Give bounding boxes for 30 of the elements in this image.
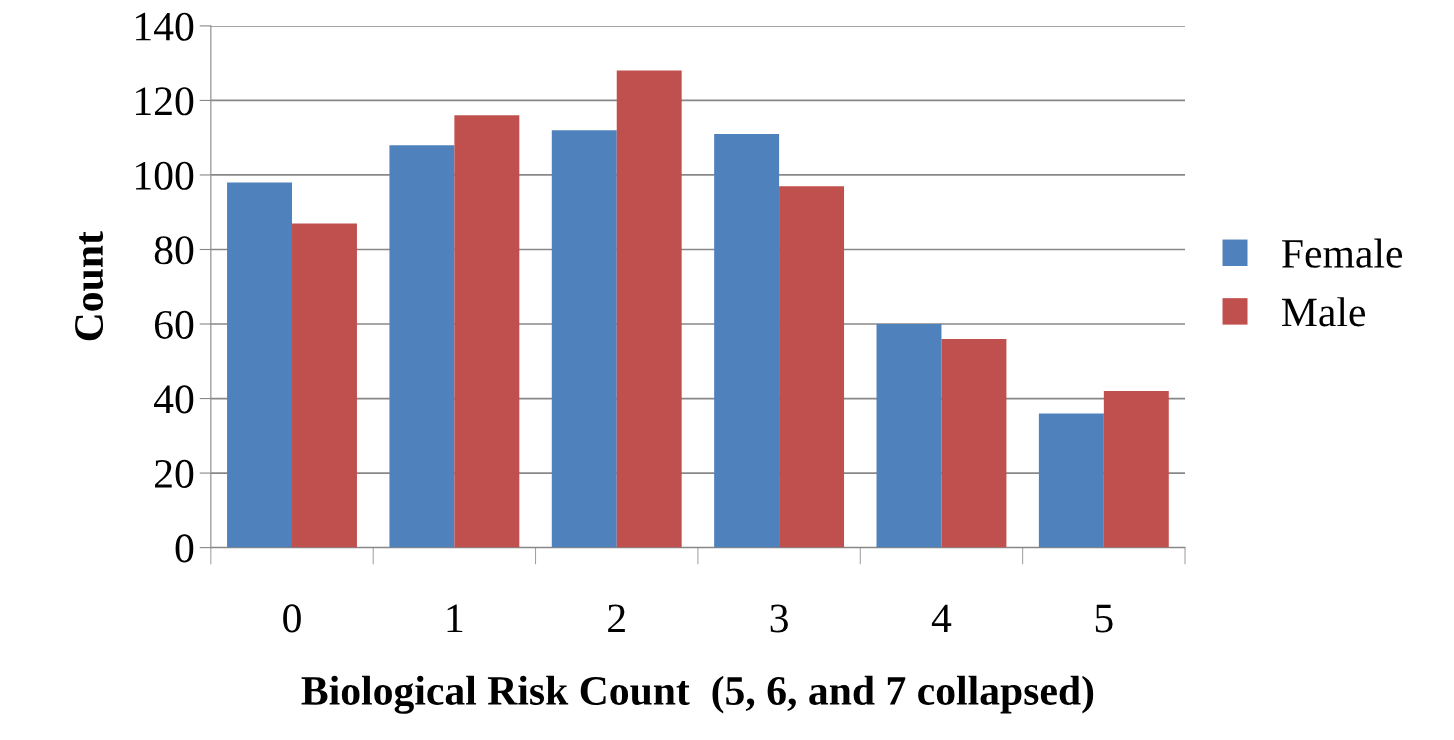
y-tick-label: 40 [154,385,194,414]
bar [551,130,617,548]
bar [227,182,293,548]
y-tick-label: 80 [154,236,194,265]
bar [454,115,520,548]
y-tick-label: 140 [136,12,194,41]
bar [876,324,942,548]
y-axis-title: Count [75,231,104,341]
x-tick-label: 0 [283,604,301,633]
bar [1038,413,1104,548]
bar [1103,391,1169,548]
x-tick-label: 1 [447,604,463,633]
x-tick-label: 3 [770,604,788,633]
bar [292,223,357,548]
legend-label: Female [1282,238,1403,268]
y-tick-label: 0 [175,534,194,563]
x-axis-title: Biological Risk Count (5, 6, and 7 collapsed) [301,675,1094,714]
x-tick-label: 5 [1095,604,1113,633]
y-tick-label: 100 [136,161,194,190]
bar [389,145,455,548]
legend-label: Male [1282,297,1366,327]
bar [941,338,1007,548]
bar [714,133,780,548]
y-tick-label: 60 [154,310,194,339]
y-tick-label: 20 [155,459,194,488]
y-tick-label: 120 [136,87,194,116]
bar [779,186,845,548]
x-tick-label: 4 [931,604,952,633]
bar [616,70,682,548]
x-tick-label: 2 [608,604,625,633]
